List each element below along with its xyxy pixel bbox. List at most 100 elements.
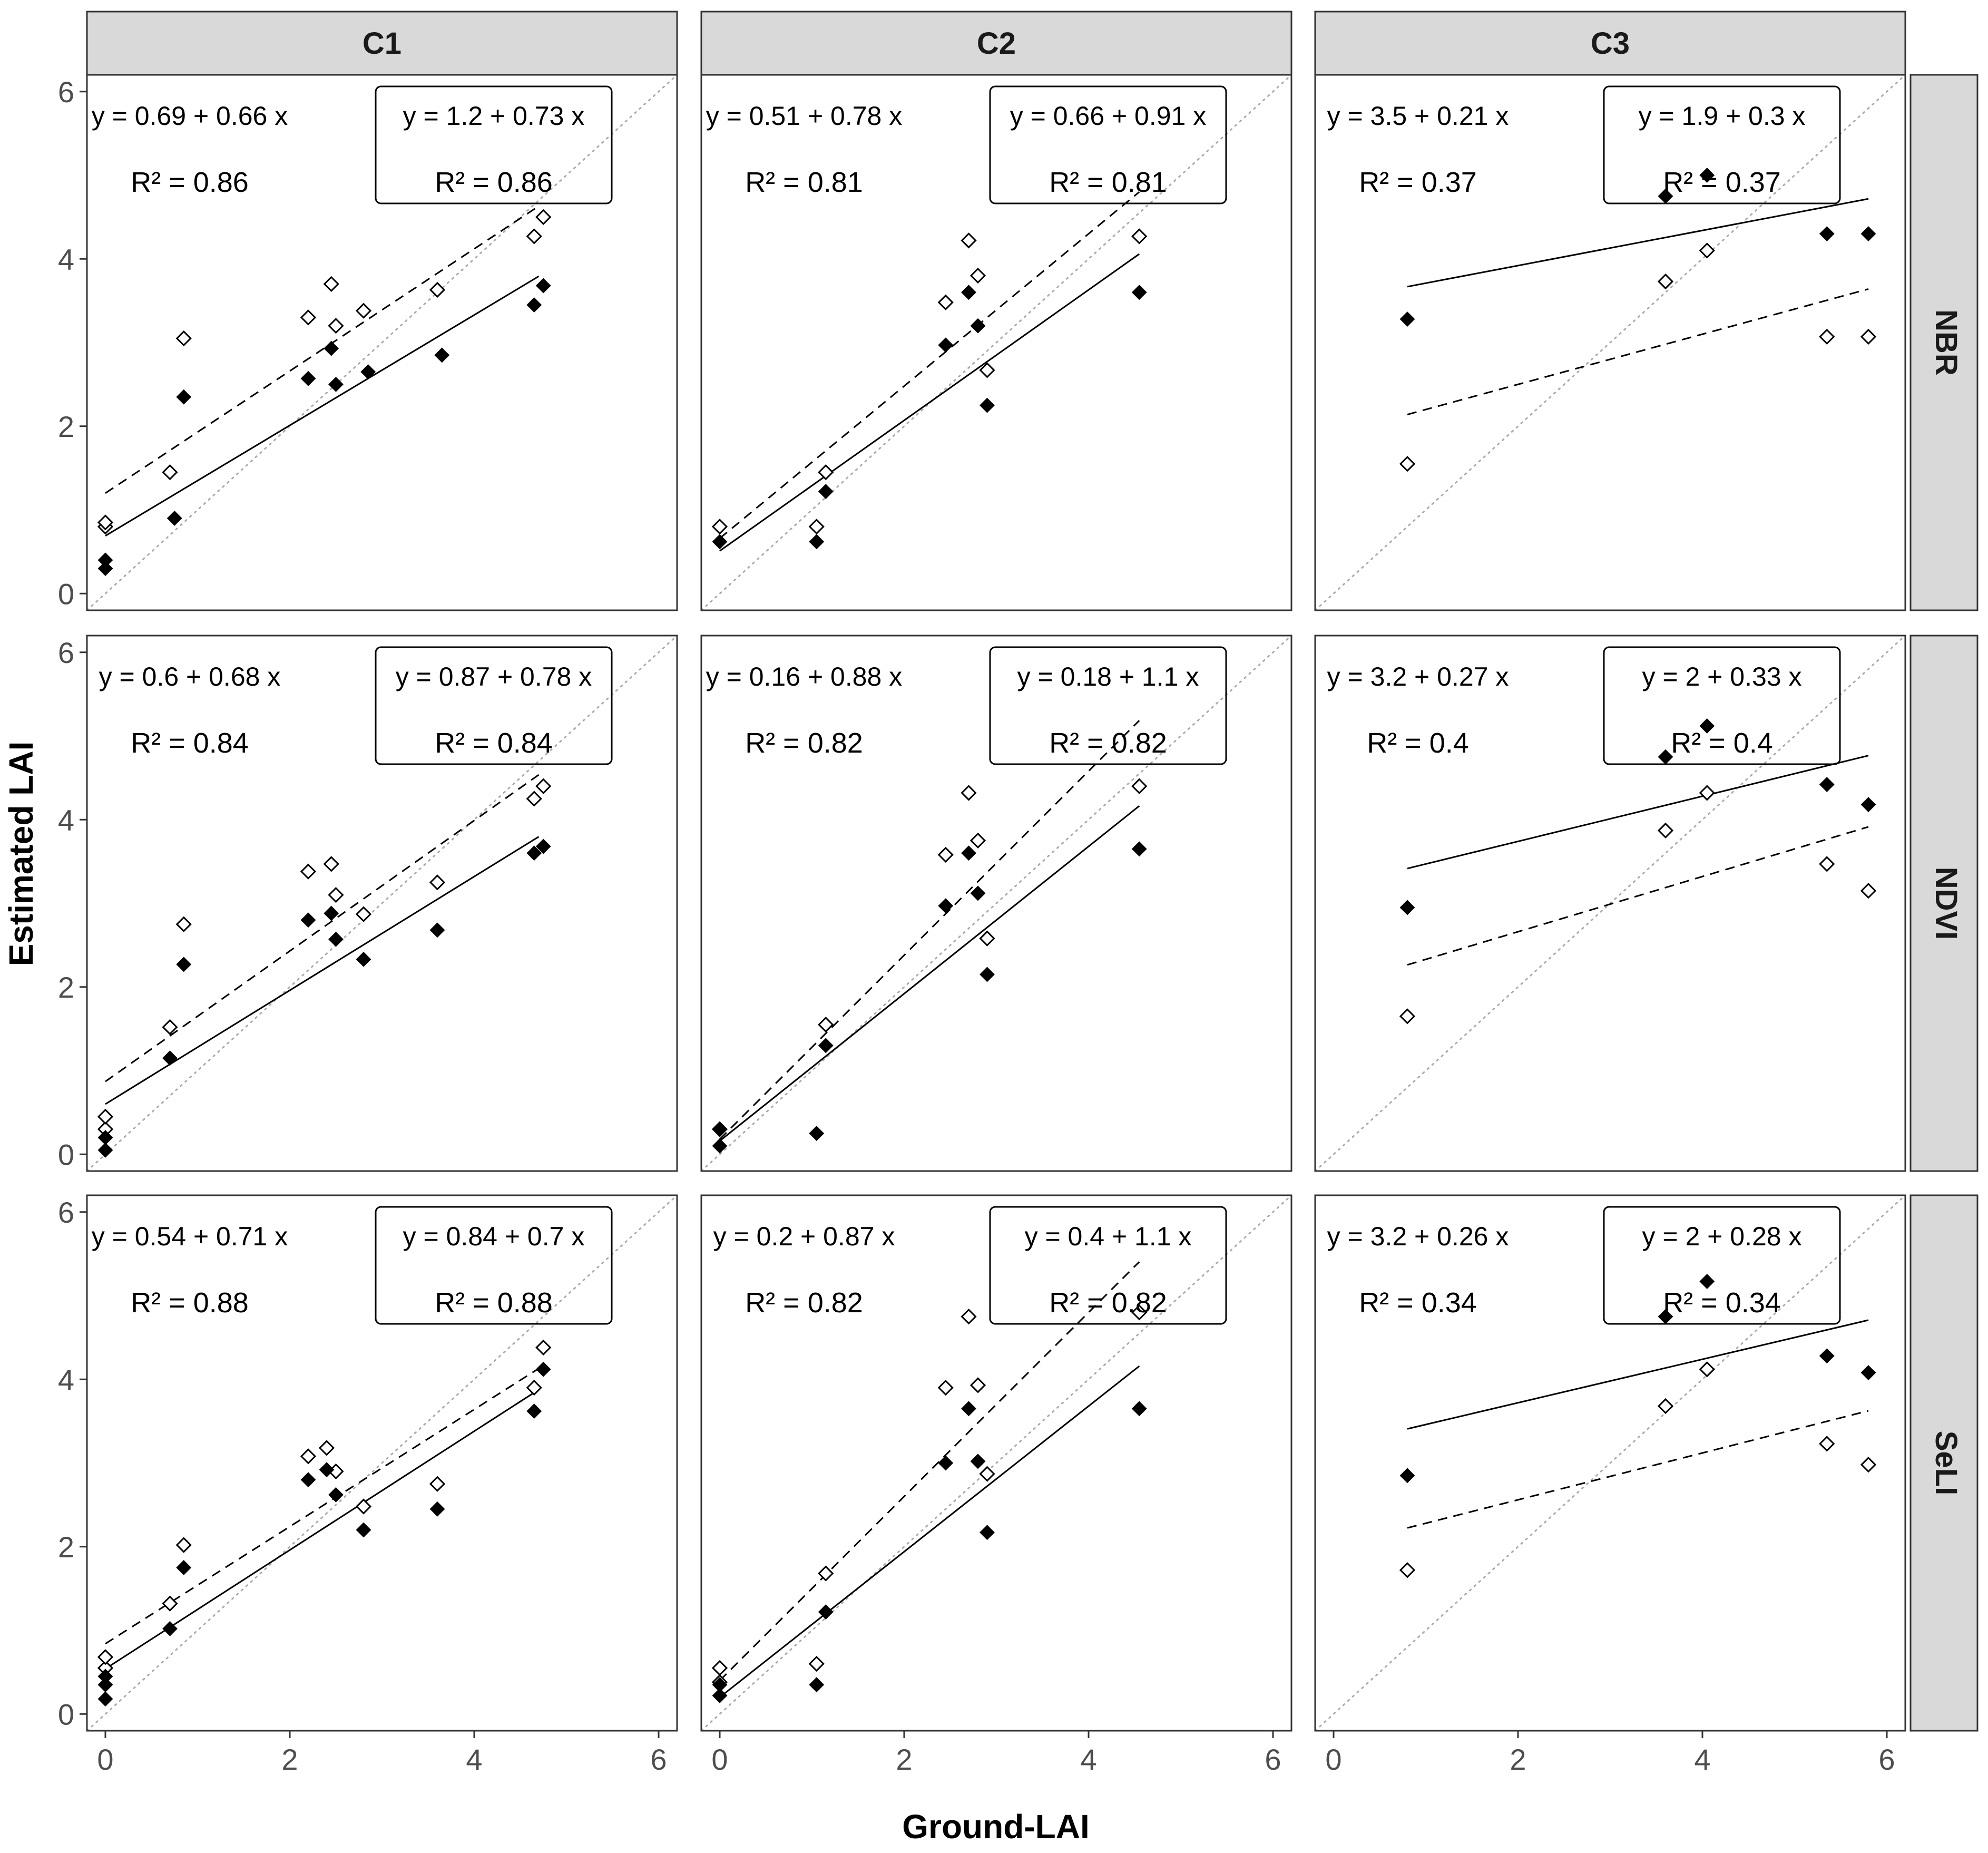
filled-point	[712, 1138, 728, 1154]
filled-point	[1860, 797, 1876, 813]
filled-point	[176, 1560, 192, 1575]
filled-point	[97, 1677, 113, 1693]
filled-point	[712, 534, 728, 550]
open-point	[1819, 856, 1835, 872]
open-equation-box	[375, 646, 613, 765]
panel-plot-area	[1315, 1195, 1905, 1731]
filled-point	[1699, 718, 1715, 734]
row-strip-label: SeLI	[1929, 1431, 1963, 1496]
open-point	[979, 362, 995, 378]
open-r2: R² = 0.86	[435, 167, 553, 198]
filled-equation: y = 0.6 + 0.68 x	[99, 662, 281, 691]
filled-point	[1860, 226, 1876, 242]
one-to-one-line	[87, 75, 677, 610]
filled-point	[328, 1487, 344, 1503]
row-strip	[1909, 635, 1979, 1172]
filled-point	[328, 931, 344, 947]
open-point	[961, 232, 977, 249]
filled-point	[712, 1677, 728, 1693]
open-equation-box	[1603, 85, 1841, 204]
open-regression-line	[1407, 1410, 1869, 1529]
x-tick-label: 0	[1325, 1743, 1341, 1776]
y-tick-label: 0	[58, 577, 74, 610]
panel-plot-area	[1315, 636, 1905, 1171]
open-point	[162, 464, 178, 481]
panels-layer: C1 C2 C3 NBR NDVI SeLI 0 2 4 6 0 2 4 6 0 2 4 6 0 2 4 6 0 2 4 6 0 2 4…	[58, 11, 1979, 1776]
panel-plot-area	[701, 1195, 1291, 1731]
open-point	[961, 1309, 977, 1325]
open-point	[1699, 785, 1715, 801]
filled-point	[712, 1121, 728, 1137]
one-to-one-line	[1315, 75, 1905, 610]
panel-c3-ndvi: y = 3.2 + 0.27 x R² = 0.4 y = 2 + 0.33 x R²…	[1314, 635, 1906, 1172]
open-point	[1131, 1304, 1148, 1321]
open-point	[937, 1380, 954, 1396]
open-point	[323, 856, 339, 872]
open-point	[526, 791, 542, 807]
filled-point	[535, 838, 551, 854]
x-tick-label: 6	[1878, 1743, 1895, 1776]
filled-point	[1819, 226, 1835, 242]
y-tick-label: 4	[58, 1363, 74, 1396]
panel-plot-area	[701, 636, 1291, 1171]
filled-point	[526, 845, 542, 861]
open-point	[1699, 1361, 1715, 1378]
open-point	[162, 1019, 178, 1036]
open-regression-line	[719, 720, 1140, 1140]
open-r2: R² = 0.84	[435, 727, 553, 759]
filled-point	[818, 1038, 834, 1054]
panel-border	[1314, 74, 1906, 611]
x-tick-label: 6	[650, 1743, 667, 1776]
open-point	[711, 1660, 728, 1676]
row-strip-label: NBR	[1929, 309, 1963, 376]
open-point	[1860, 1457, 1877, 1473]
filled-r2: R² = 0.34	[1359, 1287, 1477, 1319]
open-r2: R² = 0.88	[435, 1287, 553, 1319]
one-to-one-line	[87, 636, 677, 1171]
y-tick-label: 2	[58, 971, 74, 1004]
open-equation: y = 1.9 + 0.3 x	[1639, 101, 1806, 131]
open-equation: y = 0.84 + 0.7 x	[403, 1222, 585, 1251]
open-equation-box	[1603, 1206, 1841, 1325]
y-tick-label: 2	[58, 1530, 74, 1564]
open-point	[355, 1498, 372, 1515]
open-point	[808, 519, 825, 535]
one-to-one-line	[87, 1195, 677, 1731]
open-point	[961, 785, 977, 801]
filled-point	[938, 898, 954, 914]
panel-plot-area	[87, 636, 677, 1171]
open-equation: y = 2 + 0.28 x	[1642, 1222, 1802, 1251]
panel-plot-area	[87, 1195, 677, 1731]
filled-regression-line	[719, 1365, 1140, 1698]
open-point	[535, 209, 552, 225]
column-strip	[1314, 11, 1906, 76]
open-equation: y = 1.2 + 0.73 x	[403, 101, 585, 131]
open-point	[937, 846, 954, 863]
y-tick-label: 6	[58, 75, 74, 109]
filled-regression-line	[1407, 198, 1869, 288]
x-axis-title: Ground-LAI	[902, 1808, 1089, 1846]
open-equation-box	[989, 646, 1227, 765]
open-point	[818, 1017, 834, 1033]
filled-point	[328, 376, 344, 392]
open-point	[526, 228, 542, 245]
open-point	[429, 1476, 446, 1492]
filled-point	[162, 1621, 178, 1636]
open-equation: y = 0.66 + 0.91 x	[1010, 101, 1207, 131]
filled-regression-line	[105, 275, 540, 537]
filled-point	[809, 1126, 825, 1141]
open-point	[526, 1380, 542, 1396]
filled-point	[429, 1501, 445, 1517]
filled-point	[176, 389, 192, 405]
open-r2: R² = 0.34	[1663, 1287, 1781, 1319]
open-point	[300, 863, 317, 880]
x-tick-label: 2	[1510, 1743, 1526, 1776]
open-point	[937, 294, 954, 310]
filled-r2: R² = 0.84	[131, 727, 249, 759]
open-point	[1657, 273, 1674, 290]
x-tick-label: 2	[281, 1743, 298, 1776]
filled-point	[1860, 1365, 1876, 1380]
filled-regression-line	[105, 1389, 540, 1670]
filled-point	[1399, 311, 1415, 327]
